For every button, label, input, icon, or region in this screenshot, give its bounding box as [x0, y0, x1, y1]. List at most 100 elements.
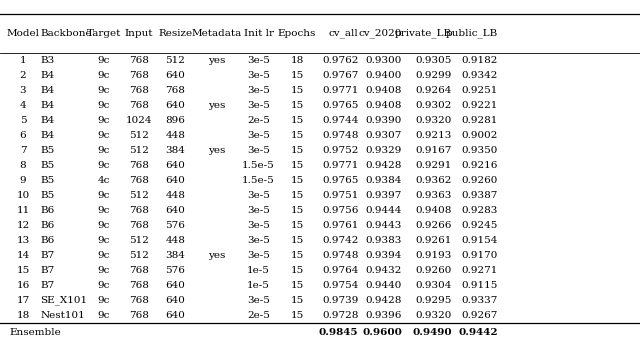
Text: 768: 768	[129, 161, 149, 170]
Text: 0.9266: 0.9266	[415, 221, 452, 230]
Text: Target: Target	[87, 29, 121, 38]
Text: 3e-5: 3e-5	[247, 296, 270, 305]
Text: B3: B3	[40, 56, 54, 65]
Text: Init lr: Init lr	[244, 29, 273, 38]
Text: Metadata: Metadata	[192, 29, 242, 38]
Text: 0.9394: 0.9394	[365, 251, 402, 260]
Text: Input: Input	[125, 29, 154, 38]
Text: 18: 18	[291, 56, 303, 65]
Text: 9c: 9c	[98, 86, 110, 95]
Text: 15: 15	[291, 266, 303, 275]
Text: 0.9432: 0.9432	[365, 266, 402, 275]
Text: 3e-5: 3e-5	[247, 191, 270, 200]
Text: 14: 14	[17, 251, 29, 260]
Text: 1e-5: 1e-5	[247, 266, 270, 275]
Text: 0.9221: 0.9221	[461, 101, 498, 110]
Text: 3e-5: 3e-5	[247, 206, 270, 215]
Text: 448: 448	[165, 191, 186, 200]
Text: 15: 15	[17, 266, 29, 275]
Text: 0.9154: 0.9154	[461, 236, 498, 245]
Text: 0.9342: 0.9342	[461, 71, 498, 80]
Text: 3e-5: 3e-5	[247, 131, 270, 140]
Text: 3e-5: 3e-5	[247, 56, 270, 65]
Text: 0.9302: 0.9302	[415, 101, 452, 110]
Text: public_LB: public_LB	[445, 28, 498, 38]
Text: 15: 15	[291, 116, 303, 125]
Text: 0.9281: 0.9281	[461, 116, 498, 125]
Text: B4: B4	[40, 86, 54, 95]
Text: 18: 18	[17, 311, 29, 320]
Text: 15: 15	[291, 311, 303, 320]
Text: B5: B5	[40, 146, 54, 155]
Text: 3e-5: 3e-5	[247, 236, 270, 245]
Text: 11: 11	[17, 206, 29, 215]
Text: B6: B6	[40, 206, 54, 215]
Text: 12: 12	[17, 221, 29, 230]
Text: 0.9260: 0.9260	[461, 176, 498, 185]
Text: 0.9362: 0.9362	[415, 176, 452, 185]
Text: 0.9216: 0.9216	[461, 161, 498, 170]
Text: 1: 1	[20, 56, 26, 65]
Text: 5: 5	[20, 116, 26, 125]
Text: 0.9748: 0.9748	[322, 251, 358, 260]
Text: 1.5e-5: 1.5e-5	[242, 161, 275, 170]
Text: 3e-5: 3e-5	[247, 251, 270, 260]
Text: 768: 768	[129, 101, 149, 110]
Text: 768: 768	[129, 176, 149, 185]
Text: 0.9764: 0.9764	[322, 266, 358, 275]
Text: 512: 512	[129, 251, 149, 260]
Text: 17: 17	[17, 296, 29, 305]
Text: 640: 640	[165, 101, 186, 110]
Text: B7: B7	[40, 251, 54, 260]
Text: 2e-5: 2e-5	[247, 311, 270, 320]
Text: 768: 768	[129, 221, 149, 230]
Text: SE_X101: SE_X101	[40, 296, 88, 305]
Text: 2: 2	[20, 71, 26, 80]
Text: yes: yes	[208, 146, 226, 155]
Text: 512: 512	[129, 131, 149, 140]
Text: 9c: 9c	[98, 236, 110, 245]
Text: 15: 15	[291, 251, 303, 260]
Text: 0.9383: 0.9383	[365, 236, 402, 245]
Text: 0.9300: 0.9300	[365, 56, 402, 65]
Text: yes: yes	[208, 56, 226, 65]
Text: 0.9245: 0.9245	[461, 221, 498, 230]
Text: 0.9329: 0.9329	[365, 146, 402, 155]
Text: 4: 4	[20, 101, 26, 110]
Text: 512: 512	[129, 191, 149, 200]
Text: 512: 512	[129, 146, 149, 155]
Text: 0.9754: 0.9754	[322, 281, 358, 290]
Text: 0.9428: 0.9428	[365, 296, 402, 305]
Text: 0.9752: 0.9752	[322, 146, 358, 155]
Text: 15: 15	[291, 281, 303, 290]
Text: 0.9271: 0.9271	[461, 266, 498, 275]
Text: 0.9291: 0.9291	[415, 161, 452, 170]
Text: 9c: 9c	[98, 146, 110, 155]
Text: 0.9295: 0.9295	[415, 296, 452, 305]
Text: 0.9213: 0.9213	[415, 131, 452, 140]
Text: 640: 640	[165, 176, 186, 185]
Text: 9c: 9c	[98, 281, 110, 290]
Text: 3e-5: 3e-5	[247, 221, 270, 230]
Text: 15: 15	[291, 191, 303, 200]
Text: 0.9765: 0.9765	[322, 176, 358, 185]
Text: 15: 15	[291, 221, 303, 230]
Text: 0.9600: 0.9600	[362, 328, 402, 337]
Text: 0.9765: 0.9765	[322, 101, 358, 110]
Text: 9c: 9c	[98, 116, 110, 125]
Text: 0.9283: 0.9283	[461, 206, 498, 215]
Text: B6: B6	[40, 236, 54, 245]
Text: 0.9748: 0.9748	[322, 131, 358, 140]
Text: 0.9299: 0.9299	[415, 71, 452, 80]
Text: 8: 8	[20, 161, 26, 170]
Text: 0.9182: 0.9182	[461, 56, 498, 65]
Text: 0.9337: 0.9337	[461, 296, 498, 305]
Text: 0.9767: 0.9767	[322, 71, 358, 80]
Text: 0.9762: 0.9762	[322, 56, 358, 65]
Text: 0.9408: 0.9408	[365, 101, 402, 110]
Text: 448: 448	[165, 236, 186, 245]
Text: 768: 768	[129, 281, 149, 290]
Text: 576: 576	[165, 266, 186, 275]
Text: 9c: 9c	[98, 161, 110, 170]
Text: 768: 768	[165, 86, 186, 95]
